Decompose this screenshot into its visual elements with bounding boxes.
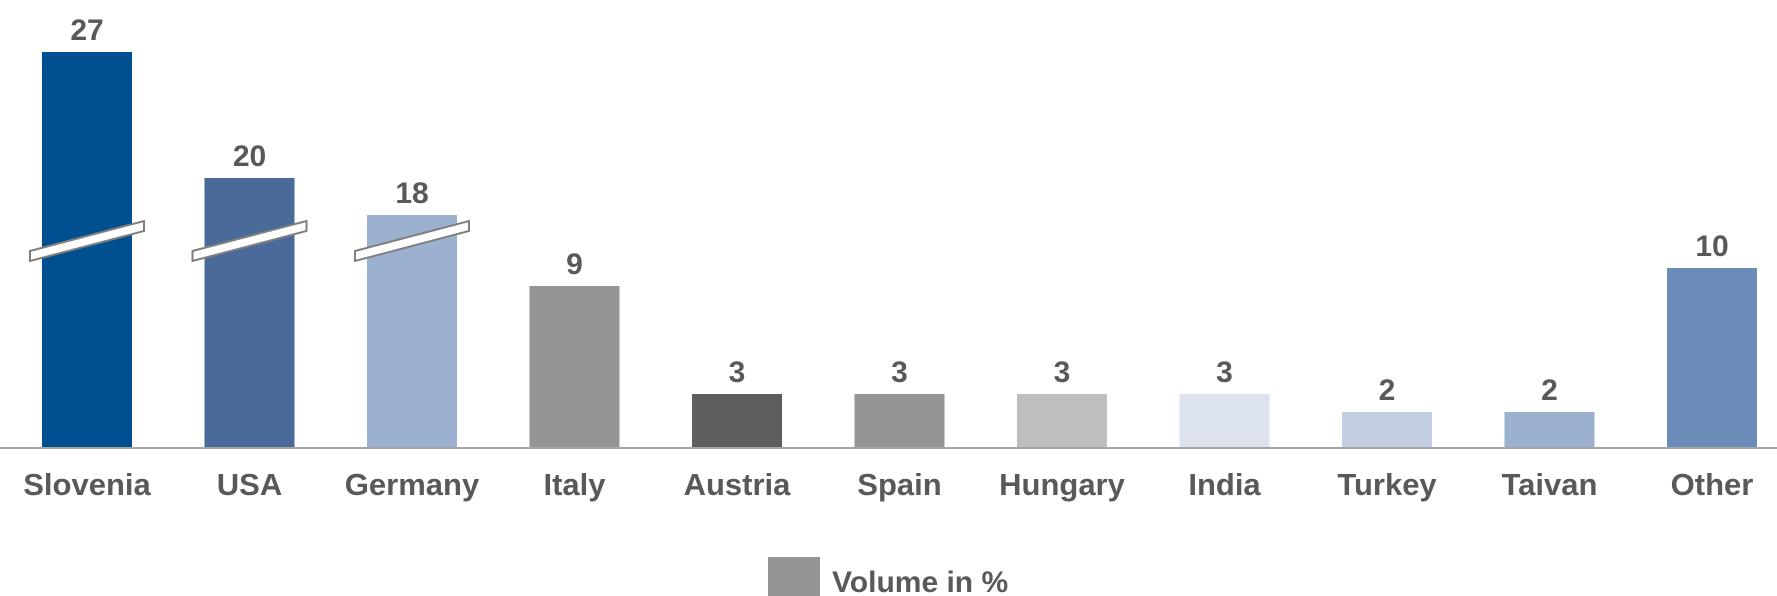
category-label-taivan: Taivan [1502,467,1598,502]
value-label-usa: 20 [233,140,266,173]
category-label-slovenia: Slovenia [23,467,151,502]
bar-hungary [1017,394,1107,448]
axis-breaks-group [29,219,470,263]
axis-break-usa [191,219,308,263]
category-labels-group: Slovenia USA Germany Italy Austria Spain Hunga… [23,467,1753,502]
value-label-italy: 9 [566,248,583,281]
value-label-turkey: 2 [1379,374,1396,407]
value-labels-group: 27 20 18 9 3 3 3 3 2 2 10 [70,14,1728,407]
axis-break-germany [354,219,470,263]
category-label-germany: Germany [345,467,480,502]
bar-usa [204,178,295,448]
category-label-other: Other [1671,467,1754,502]
value-label-taivan: 2 [1541,374,1558,407]
value-label-spain: 3 [891,356,908,389]
value-label-austria: 3 [729,356,746,389]
value-label-germany: 18 [395,177,428,210]
value-label-india: 3 [1216,356,1233,389]
value-label-slovenia: 27 [70,14,103,47]
bar-spain [854,394,945,448]
value-label-hungary: 3 [1054,356,1071,389]
category-label-usa: USA [217,467,282,502]
legend-label: Volume in % [832,566,1008,596]
bar-other [1667,268,1757,448]
legend-swatch [768,557,820,596]
legend: Volume in % [768,557,1008,596]
category-label-hungary: Hungary [999,467,1126,502]
category-label-turkey: Turkey [1337,467,1437,502]
category-label-india: India [1188,467,1261,502]
value-label-other: 10 [1695,230,1728,263]
bars-group [42,52,1757,448]
category-label-austria: Austria [684,467,792,502]
bar-austria [692,394,782,448]
bar-italy [529,286,620,448]
category-label-spain: Spain [857,467,941,502]
axis-break-slovenia [29,219,145,263]
category-label-italy: Italy [543,467,606,502]
bar-turkey [1342,412,1432,448]
bar-taivan [1504,412,1595,448]
bar-india [1179,394,1270,448]
